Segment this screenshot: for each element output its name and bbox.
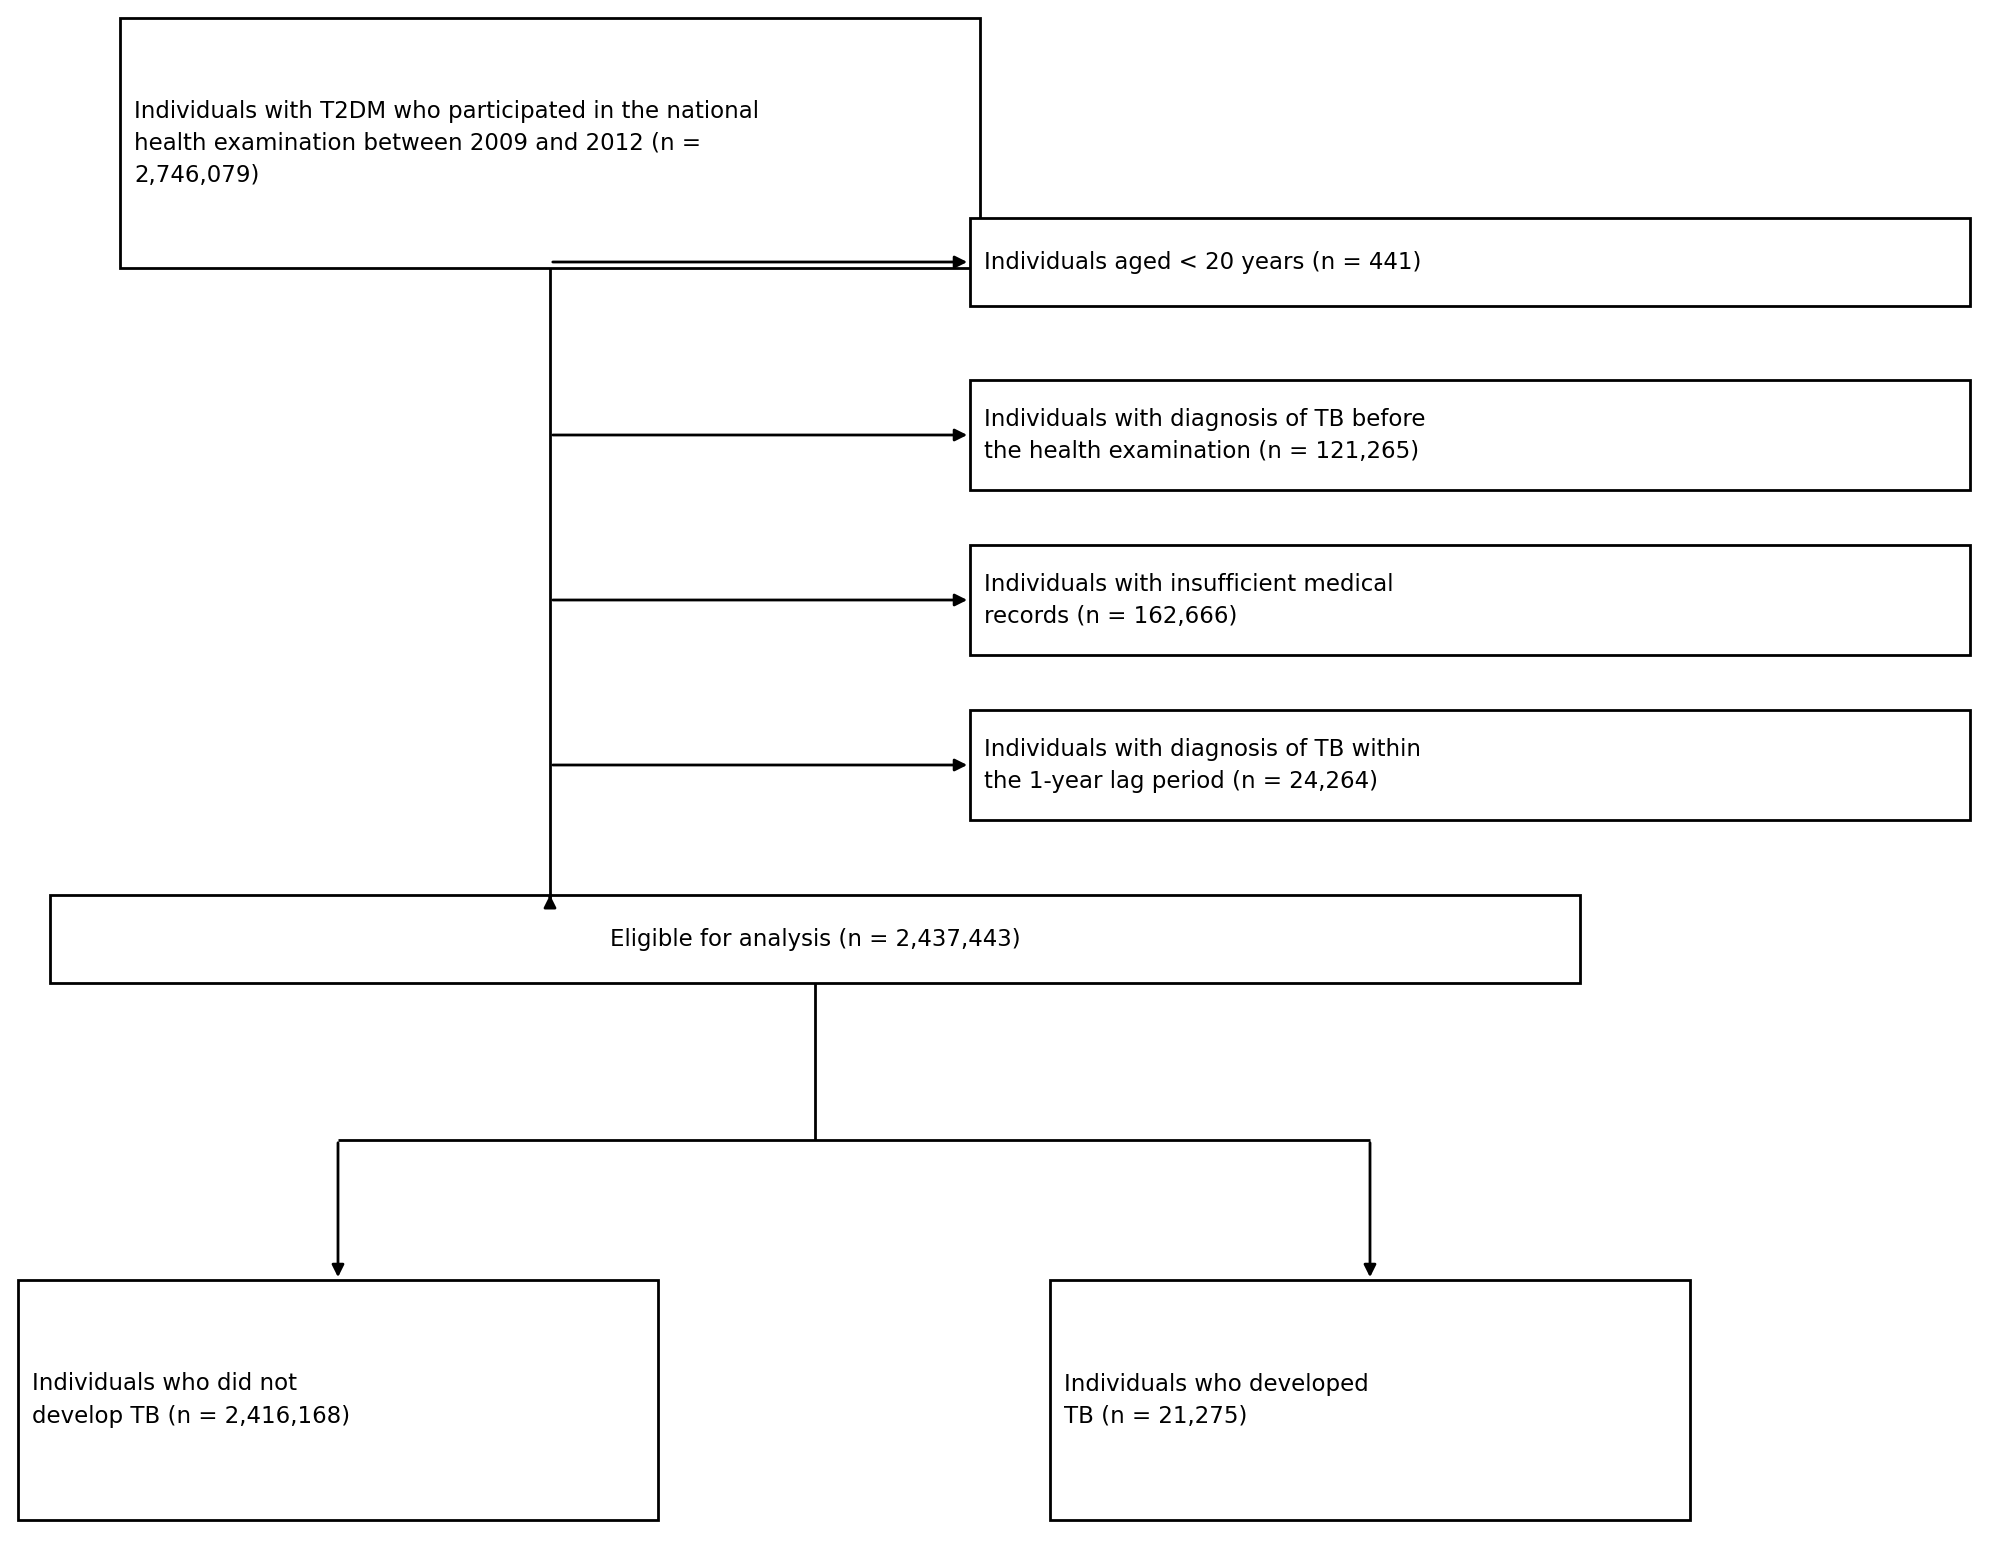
Text: Individuals with insufficient medical
records (n = 162,666): Individuals with insufficient medical re… <box>983 572 1393 628</box>
Bar <box>50 894 1580 983</box>
Bar <box>1050 1281 1690 1521</box>
Bar <box>969 380 1969 491</box>
Bar <box>969 218 1969 305</box>
Text: Individuals who did not
develop TB (n = 2,416,168): Individuals who did not develop TB (n = … <box>32 1373 349 1427</box>
Text: Individuals aged < 20 years (n = 441): Individuals aged < 20 years (n = 441) <box>983 251 1421 274</box>
Text: Individuals with T2DM who participated in the national
health examination betwee: Individuals with T2DM who participated i… <box>134 100 759 187</box>
Bar <box>969 710 1969 820</box>
Text: Eligible for analysis (n = 2,437,443): Eligible for analysis (n = 2,437,443) <box>610 927 1020 950</box>
Text: Individuals with diagnosis of TB within
the 1-year lag period (n = 24,264): Individuals with diagnosis of TB within … <box>983 737 1421 793</box>
Bar <box>120 19 979 268</box>
Bar <box>18 1281 658 1521</box>
Text: Individuals with diagnosis of TB before
the health examination (n = 121,265): Individuals with diagnosis of TB before … <box>983 408 1425 463</box>
Text: Individuals who developed
TB (n = 21,275): Individuals who developed TB (n = 21,275… <box>1064 1373 1369 1427</box>
Bar <box>969 545 1969 654</box>
